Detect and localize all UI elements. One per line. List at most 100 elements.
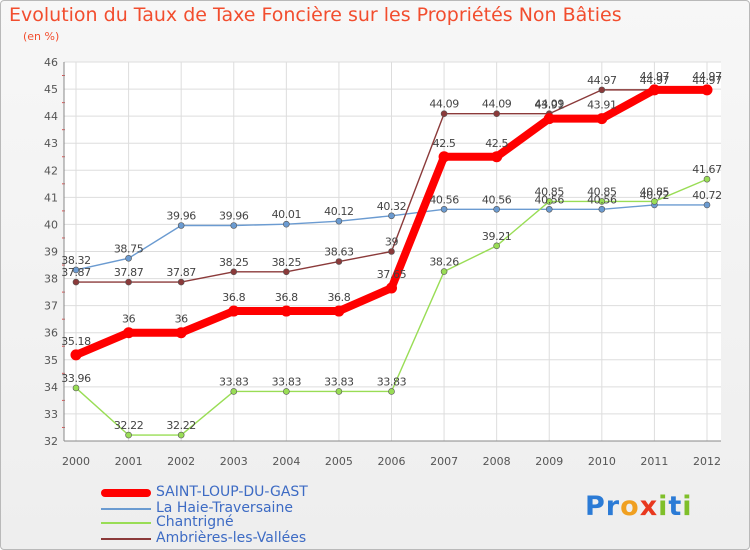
data-point-ambrieres: [598, 86, 606, 94]
data-point-ambrieres: [230, 268, 238, 276]
data-label-ambrieres: 44.97: [692, 74, 722, 87]
legend-label-ambrieres: Ambrières-les-Vallées: [156, 530, 307, 546]
data-label-la-haie: 40.56: [482, 193, 512, 206]
data-point-chantrigne: [283, 388, 290, 395]
data-point-la-haie: [545, 205, 553, 213]
data-label-la-haie: 40.56: [587, 193, 617, 206]
data-point-la-haie: [335, 217, 343, 225]
data-point-la-haie: [440, 205, 448, 213]
data-label-saint-loup: 44.97: [640, 70, 670, 83]
data-label-la-haie: 39.96: [166, 210, 196, 223]
y-tick-label: 39: [44, 246, 58, 259]
x-tick-label: 2007: [430, 455, 458, 468]
data-point-la-haie: [493, 205, 500, 213]
data-label-la-haie: 40.01: [272, 208, 302, 221]
data-point-ambrieres: [125, 278, 132, 286]
y-tick-label: 46: [44, 56, 58, 69]
data-label-ambrieres: 37.87: [61, 266, 91, 279]
logo-letter: o: [620, 491, 640, 522]
y-tick-label: 33: [44, 408, 58, 421]
data-point-saint-loup: [386, 282, 397, 294]
data-label-chantrigne: 33.83: [219, 375, 249, 388]
data-point-ambrieres: [283, 268, 290, 276]
data-label-saint-loup: 43.91: [587, 99, 617, 112]
data-label-chantrigne: 32.22: [166, 419, 196, 432]
data-label-saint-loup: 43.91: [535, 99, 565, 112]
data-label-chantrigne: 38.26: [429, 256, 459, 269]
x-tick-label: 2002: [167, 455, 195, 468]
y-tick-label: 37: [44, 300, 58, 313]
x-tick-label: 2011: [640, 455, 668, 468]
data-label-saint-loup: 42.5: [433, 137, 456, 150]
data-label-saint-loup: 36.8: [222, 291, 245, 304]
data-point-chantrigne: [177, 431, 185, 439]
data-label-chantrigne: 33.83: [272, 375, 302, 388]
logo-letter: x: [639, 491, 659, 522]
chart-title: Evolution du Taux de Taxe Foncière sur l…: [9, 4, 622, 26]
data-point-saint-loup: [701, 84, 713, 96]
data-label-ambrieres: 44.09: [482, 98, 512, 111]
x-tick-label: 2008: [483, 455, 511, 468]
data-point-saint-loup: [543, 113, 555, 125]
legend-label-la-haie: La Haie-Traversaine: [156, 500, 293, 516]
x-tick-label: 2004: [272, 455, 300, 468]
data-point-saint-loup: [648, 84, 660, 96]
data-point-ambrieres: [388, 248, 395, 255]
data-point-la-haie: [283, 220, 290, 228]
y-tick-label: 32: [44, 435, 58, 448]
data-label-chantrigne: 40.85: [587, 185, 617, 198]
data-label-chantrigne: 33.83: [324, 375, 354, 388]
data-label-la-haie: 38.75: [114, 242, 144, 255]
logo-letter: P: [585, 491, 606, 522]
legend-swatch-ambrieres: [101, 538, 151, 540]
data-label-saint-loup: 36.8: [327, 291, 350, 304]
data-point-chantrigne: [72, 384, 80, 392]
data-point-chantrigne: [493, 242, 500, 250]
data-point-ambrieres: [440, 110, 448, 118]
data-label-ambrieres: 44.97: [587, 74, 617, 87]
data-label-ambrieres: 37.87: [114, 266, 144, 279]
data-label-ambrieres: 37.87: [166, 266, 196, 279]
data-point-chantrigne: [651, 198, 658, 205]
data-point-saint-loup: [596, 113, 608, 125]
x-tick-label: 2009: [535, 455, 563, 468]
data-point-ambrieres: [72, 278, 80, 286]
data-label-saint-loup: 37.65: [377, 268, 407, 281]
data-point-saint-loup: [175, 327, 187, 339]
data-label-saint-loup: 36: [122, 313, 136, 326]
data-label-la-haie: 40.56: [535, 193, 565, 206]
data-point-chantrigne: [230, 388, 238, 395]
data-label-ambrieres: 44.09: [429, 98, 459, 111]
data-label-ambrieres: 44.09: [535, 98, 565, 111]
legend-label-chantrigne: Chantrigné: [156, 514, 234, 530]
x-tick-label: 2005: [325, 455, 353, 468]
y-tick-label: 44: [44, 110, 58, 123]
data-point-la-haie: [125, 254, 132, 262]
y-tick-label: 45: [44, 83, 58, 96]
logo-letter: r: [605, 491, 621, 522]
y-tick-label: 41: [44, 191, 58, 204]
legend-swatch-chantrigne: [101, 522, 151, 524]
y-tick-label: 40: [44, 218, 58, 231]
data-point-la-haie: [703, 201, 711, 209]
data-point-chantrigne: [388, 388, 395, 395]
data-label-ambrieres: 44.97: [640, 74, 670, 87]
data-point-ambrieres: [493, 110, 500, 118]
x-tick-label: 2012: [693, 455, 721, 468]
data-point-saint-loup: [333, 305, 345, 317]
data-point-saint-loup: [491, 151, 503, 163]
data-point-la-haie: [230, 222, 238, 229]
data-label-saint-loup: 44.97: [692, 70, 722, 83]
y-tick-label: 36: [44, 327, 58, 340]
data-label-la-haie: 38.32: [61, 254, 91, 267]
data-label-chantrigne: 32.22: [114, 419, 144, 432]
data-label-saint-loup: 36: [175, 313, 189, 326]
y-tick-label: 42: [44, 164, 58, 177]
x-tick-label: 2003: [220, 455, 248, 468]
data-point-chantrigne: [703, 175, 711, 183]
logo-letter: i: [658, 491, 669, 522]
x-tick-label: 2001: [115, 455, 143, 468]
data-label-ambrieres: 38.25: [272, 256, 302, 269]
data-point-saint-loup: [123, 327, 135, 339]
